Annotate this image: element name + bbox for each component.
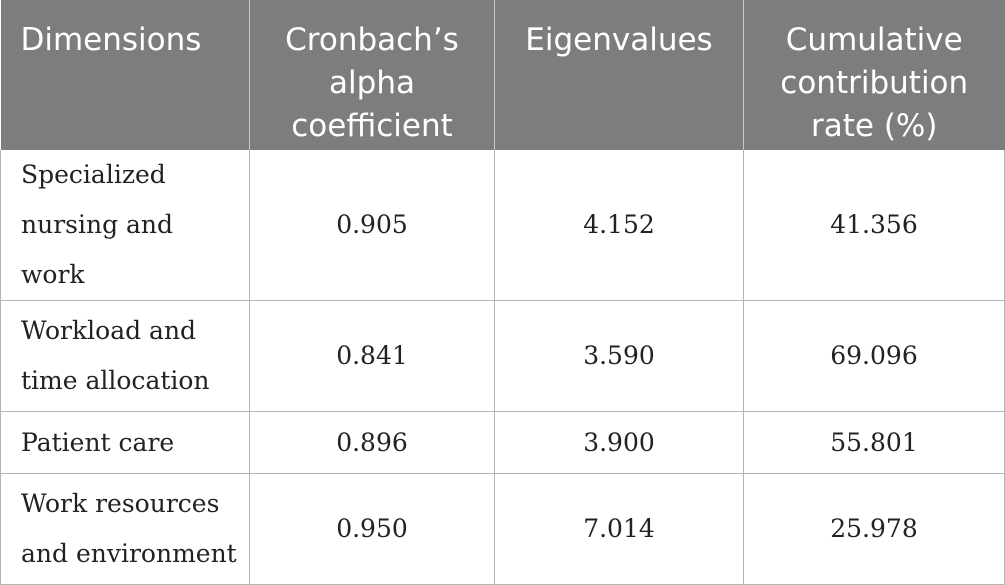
- cumulative-cell: 69.096: [743, 300, 1005, 412]
- eigenvalue-cell: 3.590: [494, 300, 744, 412]
- dimension-cell: Patient care: [0, 411, 250, 474]
- header-dimensions: Dimensions: [0, 0, 250, 150]
- alpha-cell: 0.841: [249, 300, 495, 412]
- table-row: Patient care 0.896 3.900 55.801: [0, 411, 1005, 474]
- table-body: Specialized nursing and work 0.905 4.152…: [0, 150, 1005, 585]
- table-row: Workload and time allocation 0.841 3.590…: [0, 300, 1005, 412]
- header-row: Dimensions Cronbach’s alpha coefficient …: [0, 0, 1005, 150]
- header-cronbach-alpha: Cronbach’s alpha coefficient: [249, 0, 495, 150]
- eigenvalue-cell: 4.152: [494, 150, 744, 301]
- table-row: Specialized nursing and work 0.905 4.152…: [0, 150, 1005, 301]
- table-header: Dimensions Cronbach’s alpha coefficient …: [0, 0, 1005, 150]
- dimension-cell: Workload and time allocation: [0, 300, 250, 412]
- eigenvalue-cell: 3.900: [494, 411, 744, 474]
- cumulative-cell: 41.356: [743, 150, 1005, 301]
- alpha-cell: 0.950: [249, 473, 495, 585]
- alpha-cell: 0.896: [249, 411, 495, 474]
- alpha-cell: 0.905: [249, 150, 495, 301]
- cumulative-cell: 55.801: [743, 411, 1005, 474]
- table-row: Work resources and environment 0.950 7.0…: [0, 473, 1005, 585]
- header-cumulative-contribution: Cumulative contribution rate (%): [743, 0, 1005, 150]
- eigenvalue-cell: 7.014: [494, 473, 744, 585]
- cumulative-cell: 25.978: [743, 473, 1005, 585]
- dimension-cell: Work resources and environment: [0, 473, 250, 585]
- dimension-cell: Specialized nursing and work: [0, 150, 250, 301]
- header-eigenvalues: Eigenvalues: [494, 0, 744, 150]
